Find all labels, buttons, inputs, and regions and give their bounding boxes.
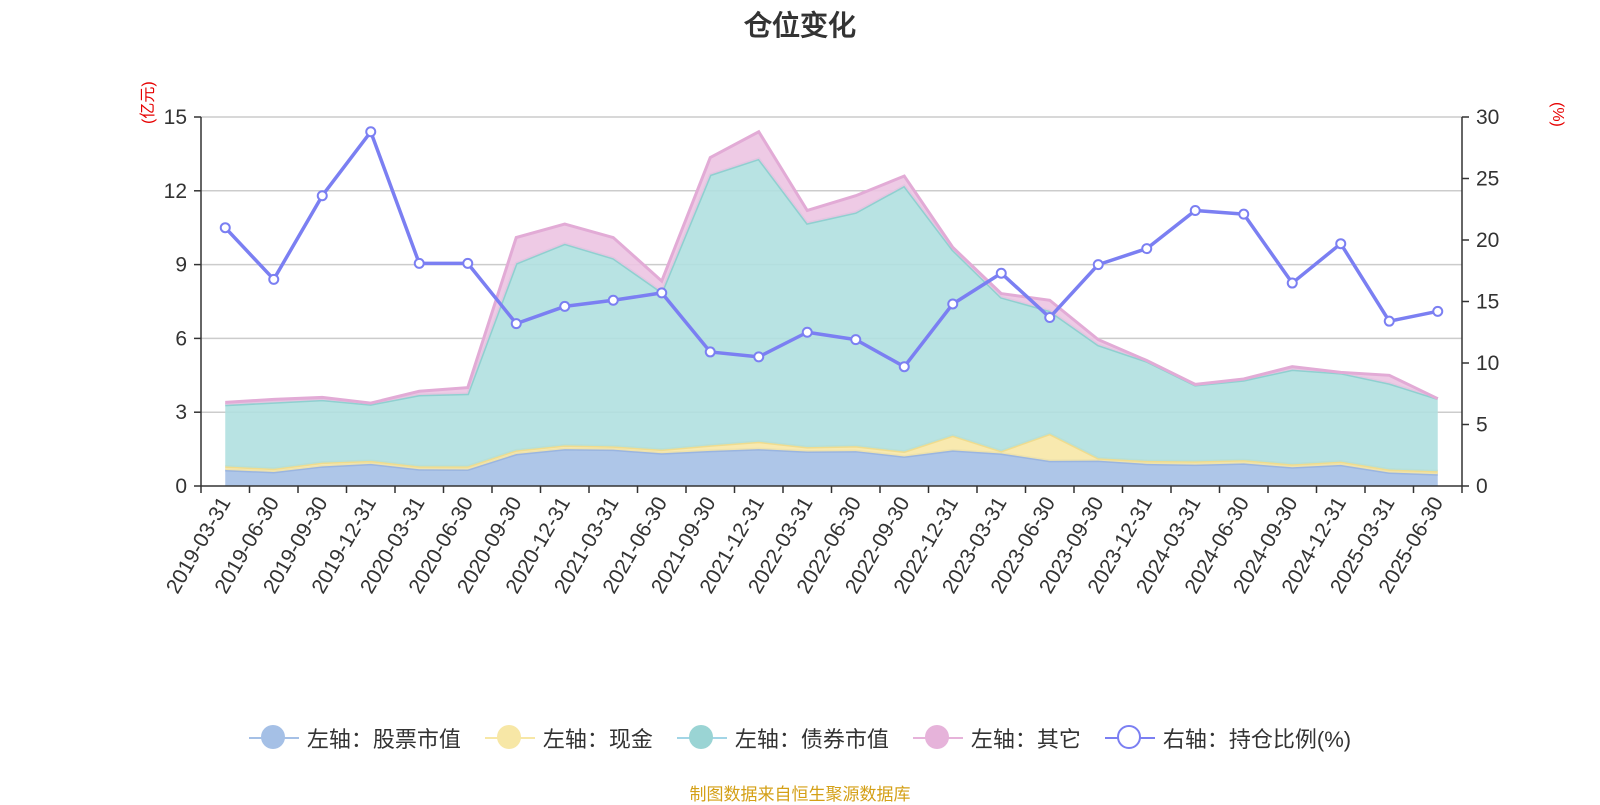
- legend-label: 左轴：现金: [542, 727, 653, 752]
- legend-label: 左轴：债券市值: [734, 727, 889, 752]
- legend-label: 右轴：持仓比例(%): [1162, 727, 1352, 752]
- ratio-point: [1286, 277, 1298, 289]
- ratio-point: [1383, 315, 1395, 327]
- ratio-point: [898, 361, 910, 373]
- ratio-point: [1432, 305, 1444, 317]
- ratio-point: [656, 287, 668, 299]
- area-0: [225, 449, 1438, 486]
- ratio-point: [559, 300, 571, 312]
- left-tick-label: 3: [175, 401, 187, 424]
- right-tick-label: 5: [1476, 414, 1488, 437]
- legend-swatch-icon: [1104, 725, 1155, 751]
- legend-swatch-icon: [248, 725, 299, 751]
- ratio-point: [413, 257, 425, 269]
- left-tick-label: 0: [175, 475, 187, 498]
- right-tick-label: 25: [1476, 168, 1499, 191]
- right-axis-unit: (%): [1549, 102, 1566, 127]
- legend-item-cash[interactable]: 左轴：现金: [484, 722, 653, 754]
- ratio-point: [316, 190, 328, 202]
- legend-label: 左轴：股票市值: [306, 727, 461, 752]
- area-2: [225, 158, 1438, 472]
- right-tick-label: 0: [1476, 475, 1488, 498]
- ratio-point: [219, 222, 231, 234]
- ratio-point: [1189, 204, 1201, 216]
- ratio-point: [1092, 259, 1104, 271]
- ratio-point: [1044, 311, 1056, 323]
- legend-swatch-icon: [676, 725, 727, 751]
- right-tick-label: 15: [1476, 291, 1499, 314]
- right-tick-label: 30: [1476, 106, 1499, 129]
- ratio-point: [510, 318, 522, 330]
- ratio-point: [995, 267, 1007, 279]
- ratio-point: [1141, 243, 1153, 255]
- ratio-point: [268, 273, 280, 285]
- right-tick-label: 20: [1476, 229, 1499, 252]
- data-source-note: 制图数据来自恒生聚源数据库: [689, 785, 911, 804]
- area-edge-3: [225, 129, 1439, 405]
- ratio-point: [753, 351, 765, 363]
- legend-item-ratio[interactable]: 右轴：持仓比例(%): [1104, 722, 1352, 754]
- right-tick-label: 10: [1476, 352, 1499, 375]
- ratio-point: [365, 126, 377, 138]
- ratio-point: [801, 326, 813, 338]
- legend-item-stock[interactable]: 左轴：股票市值: [248, 722, 461, 754]
- left-tick-label: 15: [164, 106, 187, 129]
- legend-swatch-icon: [484, 725, 535, 751]
- legend-swatch-icon: [912, 725, 963, 751]
- left-tick-label: 9: [175, 254, 187, 277]
- ratio-point: [1238, 208, 1250, 220]
- ratio-point: [947, 298, 959, 310]
- ratio-point: [607, 294, 619, 306]
- chart-title: 仓位变化: [743, 10, 856, 41]
- ratio-point: [1335, 238, 1347, 250]
- legend-label: 左轴：其它: [970, 727, 1081, 752]
- legend-item-bond[interactable]: 左轴：债券市值: [676, 722, 889, 754]
- ratio-point: [462, 257, 474, 269]
- left-tick-label: 12: [164, 180, 187, 203]
- legend-item-other[interactable]: 左轴：其它: [912, 722, 1081, 754]
- ratio-point: [704, 346, 716, 358]
- left-tick-label: 6: [175, 327, 187, 350]
- ratio-point: [850, 334, 862, 346]
- left-axis-unit: (亿元): [140, 81, 157, 124]
- legend: 左轴：股票市值 左轴：现金 左轴：债券市值 左轴：其它 右轴：持仓比例(%): [0, 722, 1600, 754]
- ratio-line: [223, 130, 1439, 369]
